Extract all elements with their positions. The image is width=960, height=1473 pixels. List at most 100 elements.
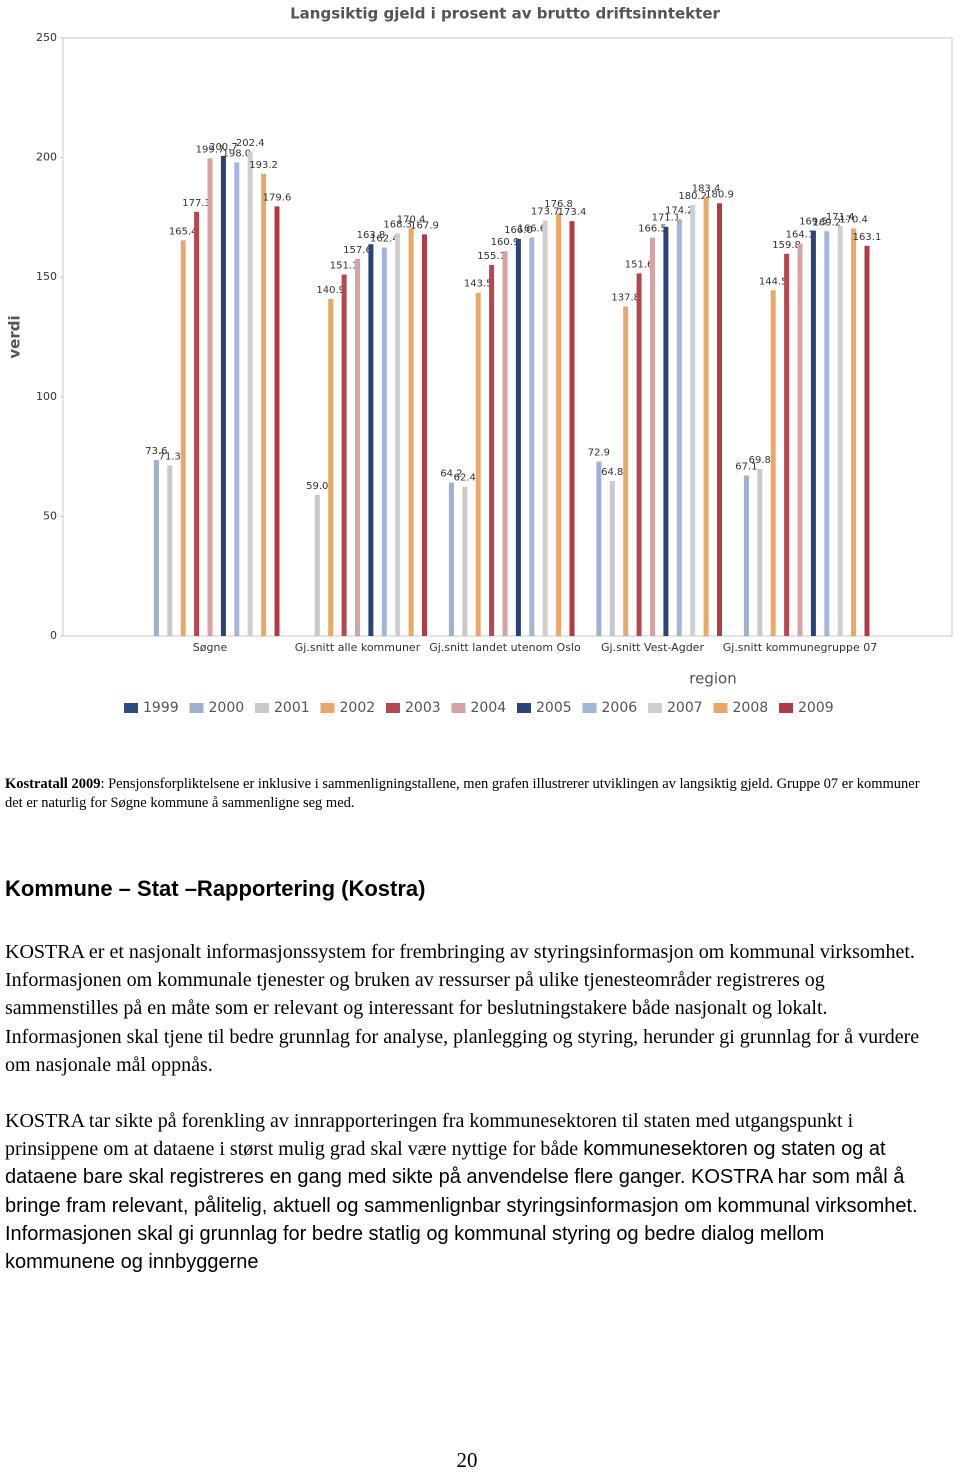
data-label: 166.6 xyxy=(517,223,546,234)
legend-label: 2004 xyxy=(471,700,507,716)
legend-label: 2009 xyxy=(798,700,834,716)
bar xyxy=(690,204,696,636)
bar xyxy=(475,292,481,636)
x-tick-label: Søgne xyxy=(193,641,228,654)
caption-bold: Kostratall 2009 xyxy=(5,776,101,792)
data-label: 179.6 xyxy=(263,192,292,203)
bar xyxy=(542,220,548,637)
data-label: 193.2 xyxy=(249,160,278,171)
legend-label: 2008 xyxy=(733,700,769,716)
data-label: 199.7 xyxy=(196,144,225,155)
bar xyxy=(770,290,776,636)
legend-label: 2006 xyxy=(602,700,638,716)
data-label: 151.1 xyxy=(330,261,359,272)
paragraph-serif: KOSTRA tar sikte på forenkling av innrap… xyxy=(5,1110,854,1161)
page-number: 20 xyxy=(456,1448,478,1472)
legend-label: 2001 xyxy=(274,700,310,716)
legend-label: 2005 xyxy=(536,700,572,716)
legend-swatch xyxy=(648,703,662,713)
y-tick-label: 150 xyxy=(36,270,57,283)
caption-text: : Pensjonsforpliktelsene er inklusive i … xyxy=(5,776,920,811)
bar xyxy=(207,158,213,636)
data-label: 176.8 xyxy=(544,199,573,210)
bar xyxy=(167,465,173,636)
paragraph: KOSTRA tar sikte på forenkling av innrap… xyxy=(5,1107,930,1276)
bar xyxy=(247,151,253,637)
data-label: 169.5 xyxy=(799,217,828,228)
legend-label: 2000 xyxy=(209,700,245,716)
data-label: 155.1 xyxy=(477,251,506,262)
legend-swatch xyxy=(517,703,531,713)
bar xyxy=(636,273,642,636)
paragraph: KOSTRA er et nasjonalt informasjonssyste… xyxy=(5,941,920,1076)
chart-title: Langsiktig gjeld i prosent av brutto dri… xyxy=(290,5,720,23)
data-label: 64.2 xyxy=(440,468,462,479)
bar xyxy=(797,243,803,637)
bar xyxy=(180,240,186,636)
data-label: 64.8 xyxy=(601,467,623,478)
legend-label: 1999 xyxy=(143,700,179,716)
bar xyxy=(743,475,749,636)
bar xyxy=(462,486,468,636)
data-label: 160.9 xyxy=(491,237,520,248)
data-label: 151.6 xyxy=(625,259,654,270)
data-label: 164.1 xyxy=(786,229,815,240)
bar xyxy=(261,173,267,636)
bar xyxy=(609,480,615,636)
data-label: 67.1 xyxy=(735,461,757,472)
data-label: 165.4 xyxy=(169,226,198,237)
bar xyxy=(422,234,427,637)
data-label: 200.7 xyxy=(209,142,238,153)
data-label: 170.4 xyxy=(397,214,426,225)
data-label: 162.4 xyxy=(370,234,399,245)
bar xyxy=(274,206,280,637)
data-label: 163.1 xyxy=(853,232,882,243)
bar xyxy=(194,211,200,636)
bar xyxy=(341,274,347,636)
data-label: 171.4 xyxy=(826,212,855,223)
bar xyxy=(395,233,401,637)
paragraph-sans: kommunesektoren og staten og at dataene … xyxy=(5,1138,918,1274)
data-label: 173.7 xyxy=(531,207,560,218)
bar xyxy=(623,306,629,636)
bar xyxy=(810,230,816,636)
legend-swatch xyxy=(124,703,138,713)
data-label: 137.8 xyxy=(611,292,640,303)
data-label: 183.4 xyxy=(692,183,721,194)
data-label: 62.4 xyxy=(454,473,476,484)
bar xyxy=(368,244,374,636)
data-label: 157.6 xyxy=(343,245,372,256)
data-label: 159.8 xyxy=(772,240,801,251)
data-label: 144.5 xyxy=(759,276,788,287)
legend-swatch xyxy=(320,703,335,713)
bar xyxy=(676,219,682,636)
data-label: 69.8 xyxy=(749,455,771,466)
x-tick-label: Gj.snitt landet utenom Oslo xyxy=(429,641,581,654)
legend-label: 2003 xyxy=(405,700,441,716)
bar xyxy=(515,238,521,637)
bar xyxy=(448,482,454,636)
legend-swatch xyxy=(451,703,466,713)
bar xyxy=(596,461,602,636)
x-axis-label: region xyxy=(689,670,736,688)
data-label: 166.5 xyxy=(638,224,667,235)
bar xyxy=(381,247,387,637)
heading: Kommune – Stat –Rapportering (Kostra) xyxy=(5,876,426,901)
bar xyxy=(717,203,722,636)
bar xyxy=(408,228,414,636)
legend-label: 2002 xyxy=(340,700,376,716)
data-label: 143.5 xyxy=(464,279,493,290)
chart: Langsiktig gjeld i prosent av brutto dri… xyxy=(6,5,953,716)
data-label: 173.4 xyxy=(558,207,587,218)
legend-swatch xyxy=(779,703,793,713)
legend-label: 2007 xyxy=(667,700,703,716)
bar xyxy=(864,245,870,636)
bar xyxy=(784,253,790,636)
y-axis-label: verdi xyxy=(6,315,24,358)
bar xyxy=(234,162,240,636)
data-label: 72.9 xyxy=(588,448,610,459)
bar xyxy=(650,237,655,636)
data-label: 169.2 xyxy=(812,217,841,228)
bar xyxy=(502,251,508,636)
data-label: 174.2 xyxy=(665,205,694,216)
